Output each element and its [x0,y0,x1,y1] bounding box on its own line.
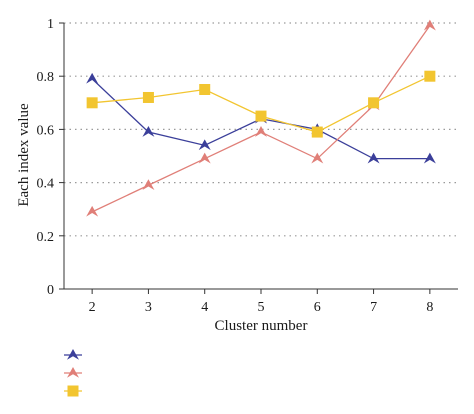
x-tick-label-1: 3 [145,300,152,315]
series-2-point-2 [86,205,99,217]
legend-marker-1 [67,349,79,360]
axes [59,22,458,294]
y-tick-label-5: 1 [47,17,54,32]
series-1-point-4 [198,139,211,151]
y-tick-label-0: 0 [47,283,54,298]
series-3-point-4 [199,84,211,95]
legend-marker-3 [67,385,79,397]
x-tick-label-0: 2 [89,300,96,315]
x-tick-label-3: 5 [258,300,265,315]
legend [64,349,82,397]
y-tick-label-1: 0.2 [37,230,55,245]
legend-marker-2 [67,367,79,378]
series-3-point-8 [424,70,436,82]
x-tick-label-2: 4 [201,300,208,315]
x-tick-label-5: 7 [370,300,377,315]
series-1-point-2 [86,72,99,84]
y-tick-label-3: 0.6 [37,123,55,138]
series-1-point-3 [142,126,155,137]
y-axis-label: Each index value [16,103,32,207]
series-2-point-4 [198,152,211,164]
y-tick-label-4: 0.8 [37,70,55,85]
x-tick-label-6: 8 [426,300,433,315]
series-3-point-6 [311,126,323,138]
tick-labels: 0 0.2 0.4 0.6 0.8 1 2 3 4 5 6 7 8 [37,17,434,315]
series-2-point-5 [255,126,267,137]
series-3-point-7 [368,97,380,109]
series-1-point-8 [423,152,436,164]
series-line-3 [92,75,431,133]
x-tick-label-4: 6 [314,300,321,315]
series-3-point-3 [142,91,154,103]
series-2-point-6 [311,152,324,164]
series-3-point-2 [86,97,98,109]
series-layer [86,19,436,217]
y-tick-label-2: 0.4 [37,177,55,192]
series-2-point-3 [142,179,155,191]
x-axis-label: Cluster number [215,318,308,334]
series-2-point-8 [423,19,436,31]
series-1-point-7 [367,152,380,164]
series-3-point-5 [255,110,267,122]
